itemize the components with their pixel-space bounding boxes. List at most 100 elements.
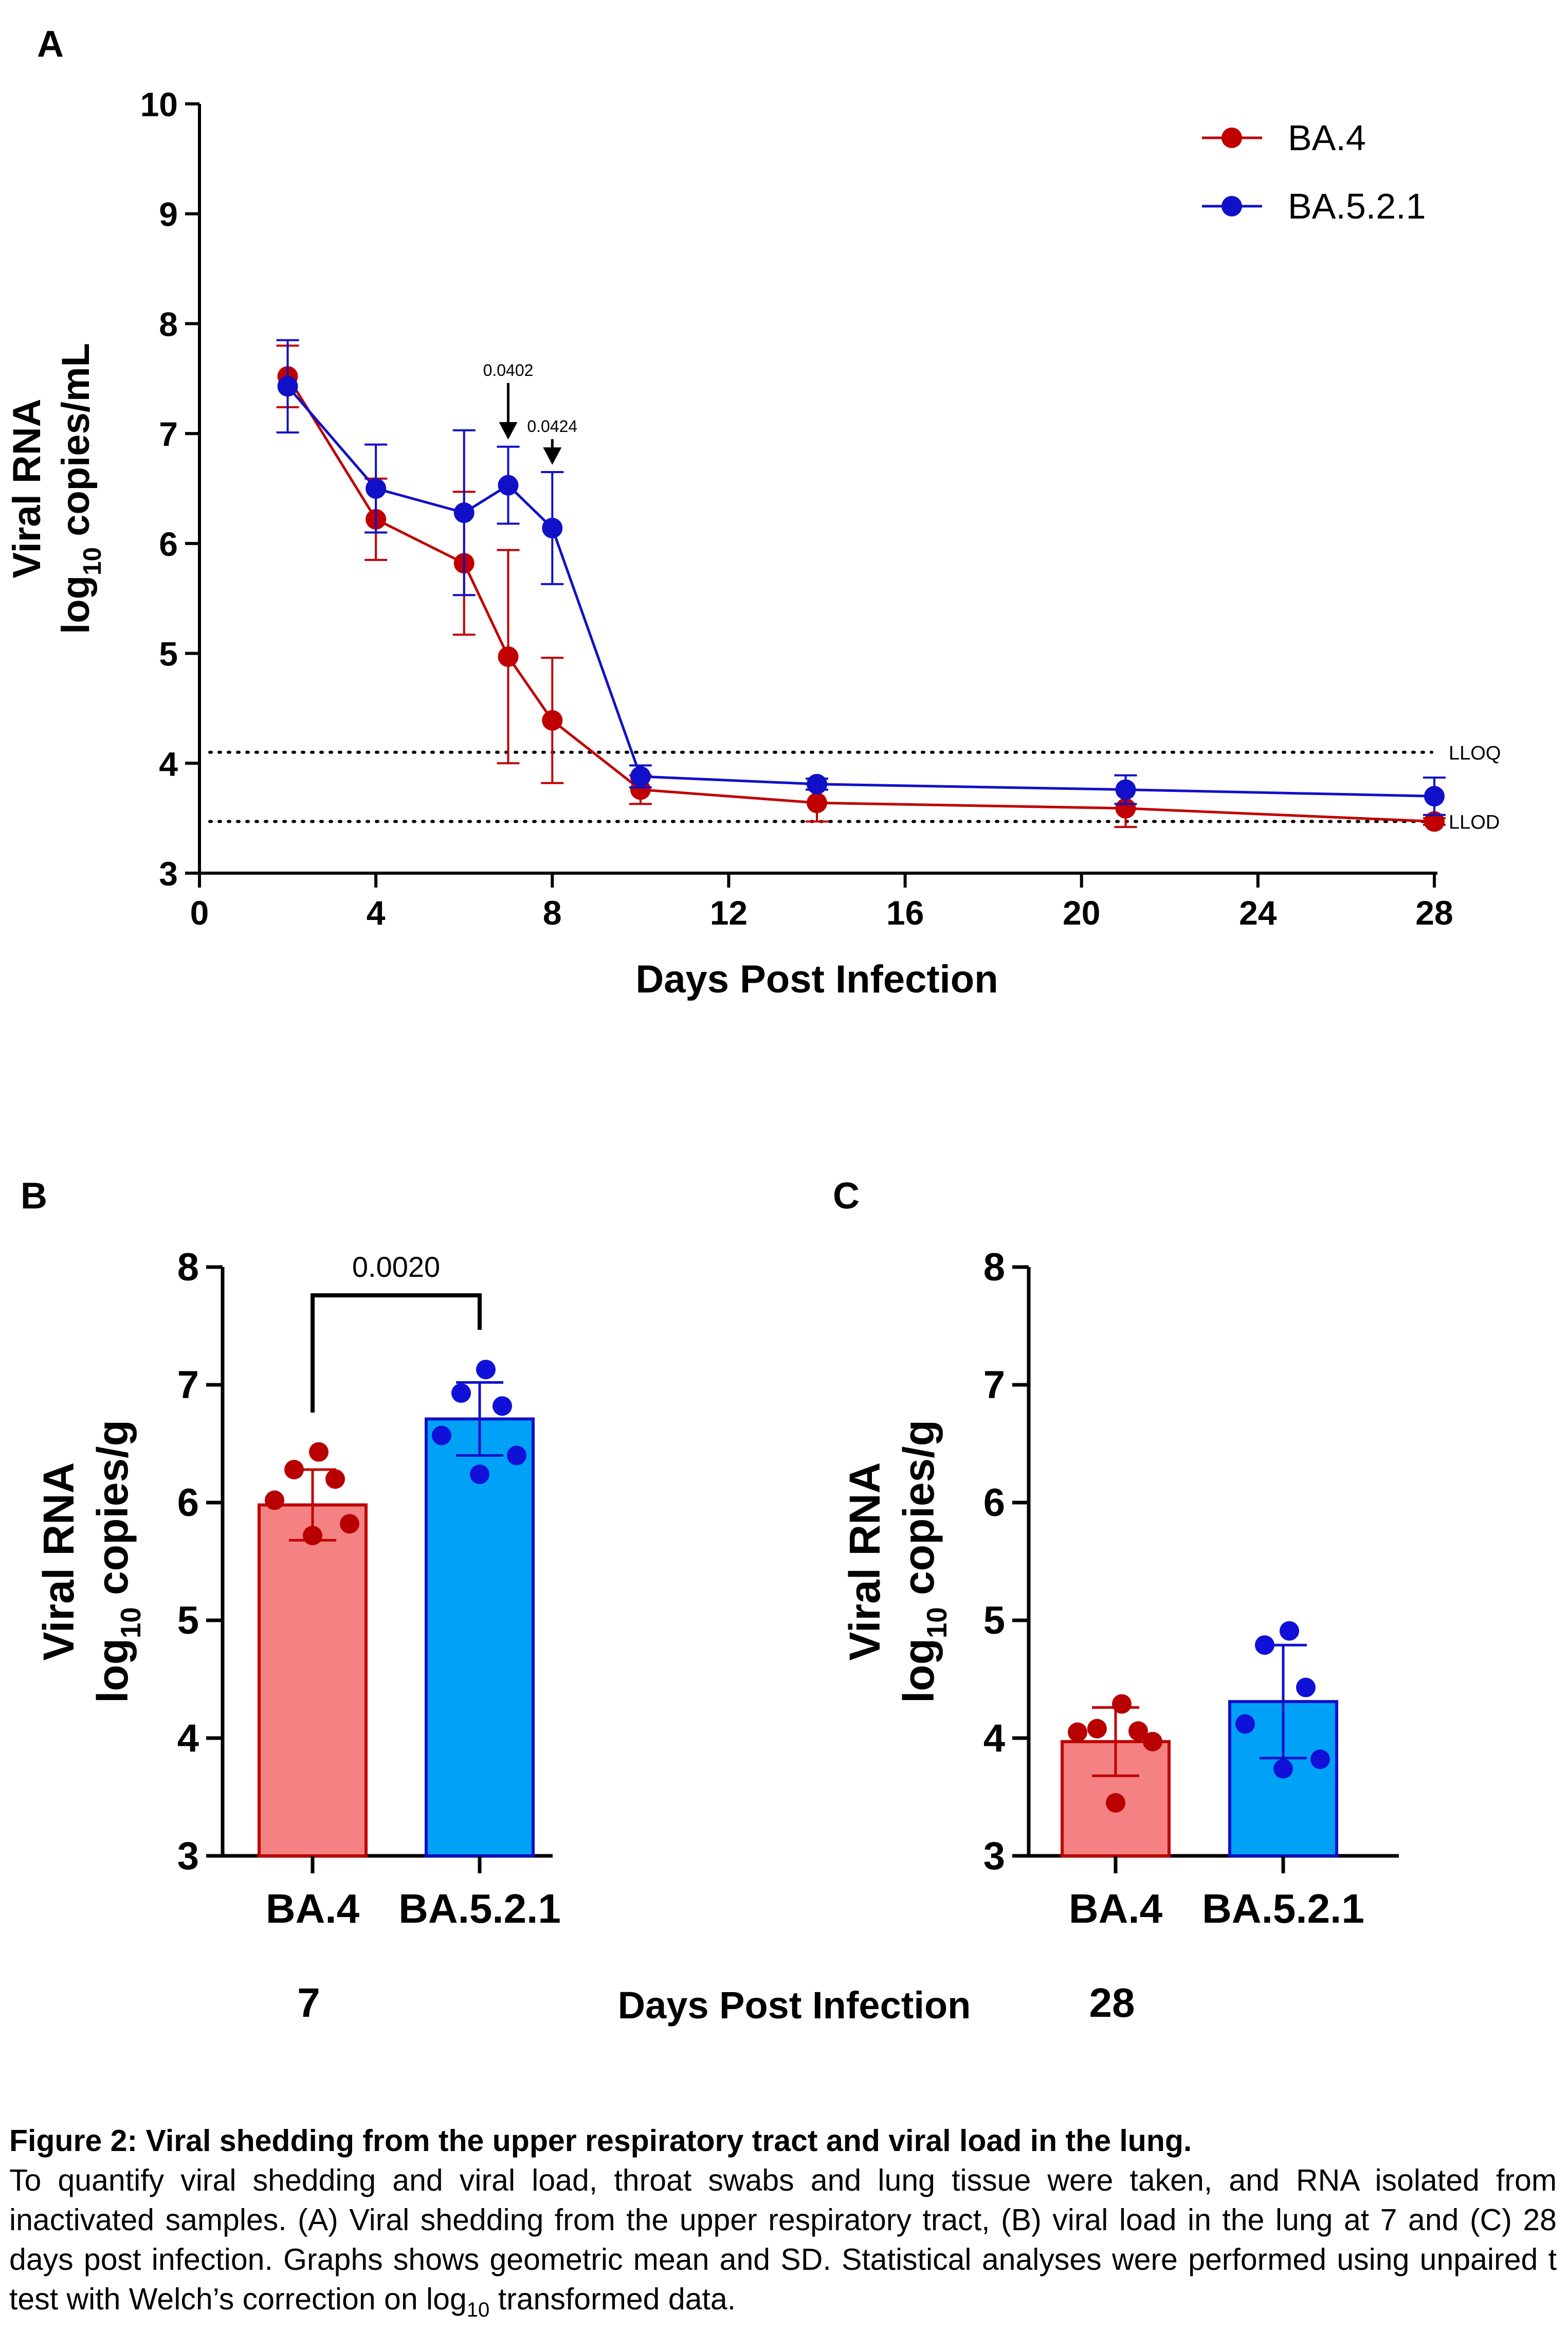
y-tick-label: 3 (983, 1834, 1005, 1878)
significance-label: 0.0402 (483, 361, 534, 380)
data-point (1128, 1721, 1148, 1741)
x-tick-label: 4 (367, 894, 386, 932)
caption-subscript: 10 (466, 2299, 490, 2321)
data-point (1255, 1635, 1274, 1655)
data-point (303, 1526, 322, 1546)
panel-label-c: C (833, 1176, 860, 1217)
reference-line-label: LLOD (1449, 812, 1500, 834)
x-tick-label: 8 (543, 894, 562, 932)
data-point (507, 1445, 526, 1466)
data-point (1424, 786, 1445, 807)
data-point (1280, 1621, 1299, 1641)
data-point (340, 1514, 359, 1534)
data-point (451, 1383, 471, 1403)
data-point (542, 710, 563, 731)
data-point (1143, 1731, 1162, 1751)
y-axis-label-line2: log10 copies/g (895, 1420, 953, 1703)
y-axis-label-units: copies/mL (54, 343, 98, 547)
data-point (1068, 1722, 1087, 1742)
legend-label: BA.5.2.1 (1288, 186, 1426, 226)
legend-marker (1221, 196, 1242, 216)
y-axis-label-log: log (895, 1638, 943, 1703)
data-point (630, 766, 651, 787)
y-tick-label: 4 (983, 1716, 1005, 1760)
data-point (366, 478, 387, 499)
y-axis-label-subscript: 10 (115, 1607, 147, 1638)
bar-ba-5-2-1 (425, 1417, 535, 1857)
data-point (542, 517, 563, 538)
x-tick-label: BA.4 (266, 1886, 360, 1931)
data-point (476, 1360, 496, 1380)
y-axis-label-line2: log10 copies/mL (54, 343, 106, 634)
x-axis-label: Days Post Infection (635, 957, 998, 1001)
series-ba-5-2-1 (276, 339, 1446, 816)
significance-arrow-head (499, 422, 518, 440)
data-point (498, 475, 519, 496)
data-point (1273, 1759, 1293, 1779)
series-ba-4 (276, 345, 1446, 832)
panel-label-a: A (37, 24, 64, 65)
significance-bracket (311, 1293, 482, 1413)
y-tick-label: 4 (159, 745, 178, 783)
bar-ba-4 (258, 1503, 368, 1858)
series-line (286, 375, 1435, 823)
data-point (498, 646, 519, 667)
caption-body: To quantify viral shedding and viral loa… (9, 2163, 1557, 2316)
y-tick-label: 7 (159, 415, 178, 453)
figure-caption: Figure 2: Viral shedding from the upper … (9, 2121, 1557, 2330)
x-tick-label: 16 (886, 894, 924, 932)
legend-marker (1221, 128, 1242, 148)
x-tick-label: 24 (1239, 894, 1277, 932)
significance-arrow-head (543, 447, 562, 465)
data-point (1424, 811, 1445, 832)
y-axis-label-subscript: 10 (921, 1607, 953, 1638)
y-axis-label-units: copies/g (895, 1420, 943, 1607)
x-tick-label: 12 (710, 894, 747, 932)
y-tick-label: 10 (140, 85, 178, 123)
x-tick-label: BA.5.2.1 (398, 1886, 561, 1931)
y-axis-label-line1: Viral RNA (34, 1462, 83, 1661)
caption-title: Figure 2: Viral shedding from the upper … (9, 2124, 1192, 2158)
x-tick-label: 0 (190, 894, 209, 932)
x-tick-label: 20 (1063, 894, 1100, 932)
y-tick-label: 8 (177, 1245, 199, 1289)
y-tick-label: 3 (177, 1834, 199, 1878)
data-point (265, 1490, 284, 1510)
y-tick-label: 5 (177, 1599, 199, 1642)
data-point (493, 1396, 512, 1416)
y-axis-label-line2: log10 copies/g (88, 1420, 147, 1703)
y-tick-label: 7 (983, 1363, 1005, 1407)
data-point (1296, 1677, 1316, 1697)
y-tick-label: 8 (983, 1245, 1005, 1289)
y-tick-label: 6 (983, 1481, 1005, 1525)
y-tick-label: 5 (159, 635, 178, 673)
x-tick-label: BA.4 (1069, 1886, 1163, 1931)
data-point (1087, 1719, 1107, 1739)
data-point (284, 1459, 304, 1479)
reference-line-label: LLOQ (1449, 743, 1501, 764)
chart-a: 3 4 5 6 7 8 9 10 0 4 8 12 16 20 24 28 Days Post Infectio… (5, 85, 1501, 1001)
y-tick-label: 7 (177, 1363, 199, 1407)
data-point (453, 502, 475, 523)
y-axis-label-line1: Viral RNA (5, 399, 49, 578)
y-tick-label: 4 (177, 1716, 199, 1760)
data-point (470, 1465, 489, 1485)
series-line (286, 385, 1435, 798)
y-tick-label: 9 (159, 195, 178, 233)
y-axis-label-units: copies/g (88, 1420, 137, 1607)
significance-label: 0.0424 (527, 417, 577, 436)
x-tick-label: BA.5.2.1 (1202, 1886, 1364, 1931)
shared-x-axis-label: Days Post Infection (618, 1984, 971, 2027)
caption-body-end: transformed data. (489, 2282, 736, 2316)
y-axis-label-log: log (54, 575, 98, 634)
x-tick-label: 28 (1415, 894, 1453, 932)
y-axis-label-line1: Viral RNA (841, 1462, 889, 1661)
y-tick-label: 6 (177, 1481, 199, 1525)
y-axis-label-subscript: 10 (78, 547, 106, 575)
data-point (432, 1425, 451, 1445)
